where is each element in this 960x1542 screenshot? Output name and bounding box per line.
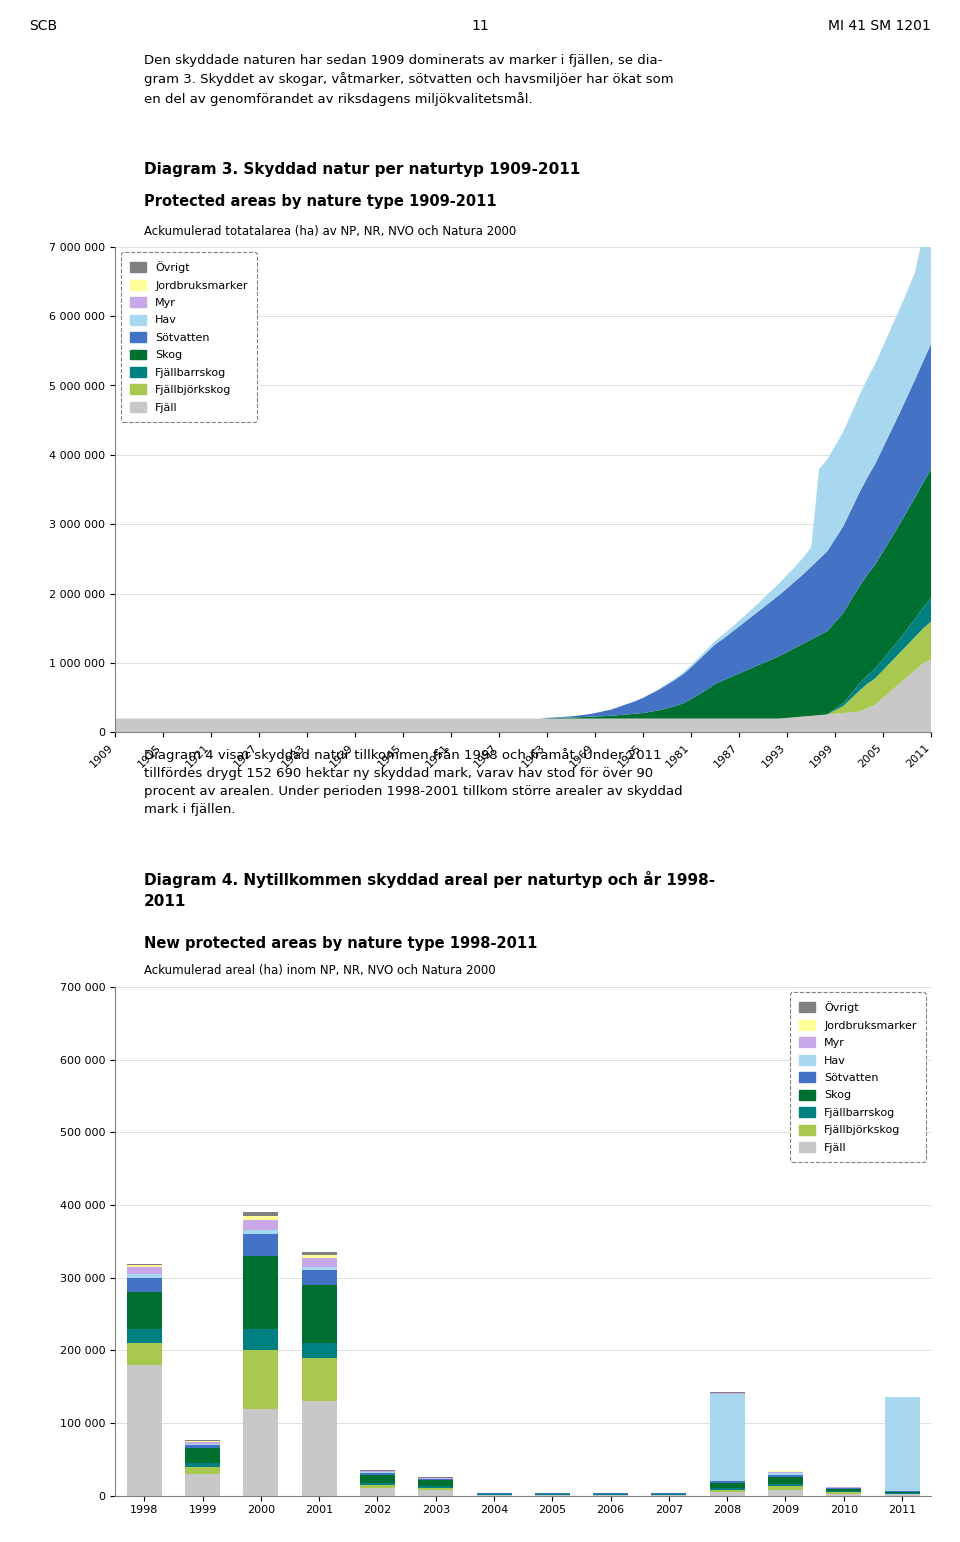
Bar xyxy=(360,1488,395,1496)
Bar xyxy=(827,1490,861,1491)
Bar xyxy=(244,1231,278,1234)
Bar xyxy=(127,1278,162,1292)
Bar xyxy=(301,1252,337,1255)
Bar xyxy=(360,1476,395,1483)
Bar xyxy=(244,1212,278,1215)
Bar xyxy=(244,1329,278,1351)
Bar xyxy=(827,1494,861,1496)
Text: New protected areas by nature type 1998-2011: New protected areas by nature type 1998-… xyxy=(144,936,538,951)
Text: 11: 11 xyxy=(471,19,489,32)
Bar xyxy=(127,1343,162,1365)
Bar xyxy=(768,1474,803,1477)
Bar xyxy=(244,1255,278,1329)
Text: Diagram 4 visar skyddad natur tillkommen från 1998 och framåt. Under 2011
tillfö: Diagram 4 visar skyddad natur tillkommen… xyxy=(144,748,683,816)
Text: MI 41 SM 1201: MI 41 SM 1201 xyxy=(828,19,931,32)
Bar xyxy=(709,1490,745,1493)
Bar xyxy=(419,1480,453,1486)
Bar xyxy=(301,1284,337,1343)
Bar xyxy=(127,1292,162,1329)
Bar xyxy=(419,1488,453,1490)
Bar xyxy=(360,1473,395,1476)
Bar xyxy=(301,1271,337,1284)
Bar xyxy=(127,1268,162,1274)
Bar xyxy=(768,1483,803,1486)
Bar xyxy=(360,1485,395,1488)
Bar xyxy=(419,1490,453,1496)
Bar xyxy=(185,1474,220,1496)
Bar xyxy=(127,1274,162,1278)
Bar xyxy=(244,1220,278,1231)
Text: Den skyddade naturen har sedan 1909 dominerats av marker i fjällen, se dia-
gram: Den skyddade naturen har sedan 1909 domi… xyxy=(144,54,674,106)
Bar xyxy=(185,1463,220,1466)
Bar xyxy=(301,1255,337,1258)
Legend: Övrigt, Jordbruksmarker, Myr, Hav, Sötvatten, Skog, Fjällbarrskog, Fjällbjörksko: Övrigt, Jordbruksmarker, Myr, Hav, Sötva… xyxy=(790,993,925,1161)
Bar xyxy=(244,1234,278,1255)
Text: Protected areas by nature type 1909-2011: Protected areas by nature type 1909-2011 xyxy=(144,194,496,210)
Legend: Övrigt, Jordbruksmarker, Myr, Hav, Sötvatten, Skog, Fjällbarrskog, Fjällbjörksko: Övrigt, Jordbruksmarker, Myr, Hav, Sötva… xyxy=(121,253,256,421)
Text: Ackumulerad totatalarea (ha) av NP, NR, NVO och Natura 2000: Ackumulerad totatalarea (ha) av NP, NR, … xyxy=(144,225,516,237)
Text: Ackumulerad areal (ha) inom NP, NR, NVO och Natura 2000: Ackumulerad areal (ha) inom NP, NR, NVO … xyxy=(144,964,495,976)
Text: Diagram 4. Nytillkommen skyddad areal per naturtyp och år 1998-
2011: Diagram 4. Nytillkommen skyddad areal pe… xyxy=(144,871,715,910)
Bar xyxy=(244,1408,278,1496)
Bar xyxy=(709,1493,745,1496)
Bar xyxy=(301,1402,337,1496)
Bar xyxy=(127,1365,162,1496)
Bar xyxy=(185,1466,220,1474)
Bar xyxy=(301,1258,337,1268)
Bar xyxy=(301,1343,337,1357)
Text: SCB: SCB xyxy=(29,19,57,32)
Bar xyxy=(768,1486,803,1490)
Bar xyxy=(709,1394,745,1482)
Bar xyxy=(244,1215,278,1220)
Bar xyxy=(185,1442,220,1445)
Bar xyxy=(709,1483,745,1488)
Bar xyxy=(185,1448,220,1463)
Bar xyxy=(127,1329,162,1343)
Bar xyxy=(244,1351,278,1408)
Bar xyxy=(768,1477,803,1483)
Bar xyxy=(768,1490,803,1496)
Text: Diagram 3. Skyddad natur per naturtyp 1909-2011: Diagram 3. Skyddad natur per naturtyp 19… xyxy=(144,162,580,177)
Bar xyxy=(884,1397,920,1491)
Bar xyxy=(360,1483,395,1485)
Bar xyxy=(301,1268,337,1271)
Bar xyxy=(301,1357,337,1402)
Bar xyxy=(185,1445,220,1448)
